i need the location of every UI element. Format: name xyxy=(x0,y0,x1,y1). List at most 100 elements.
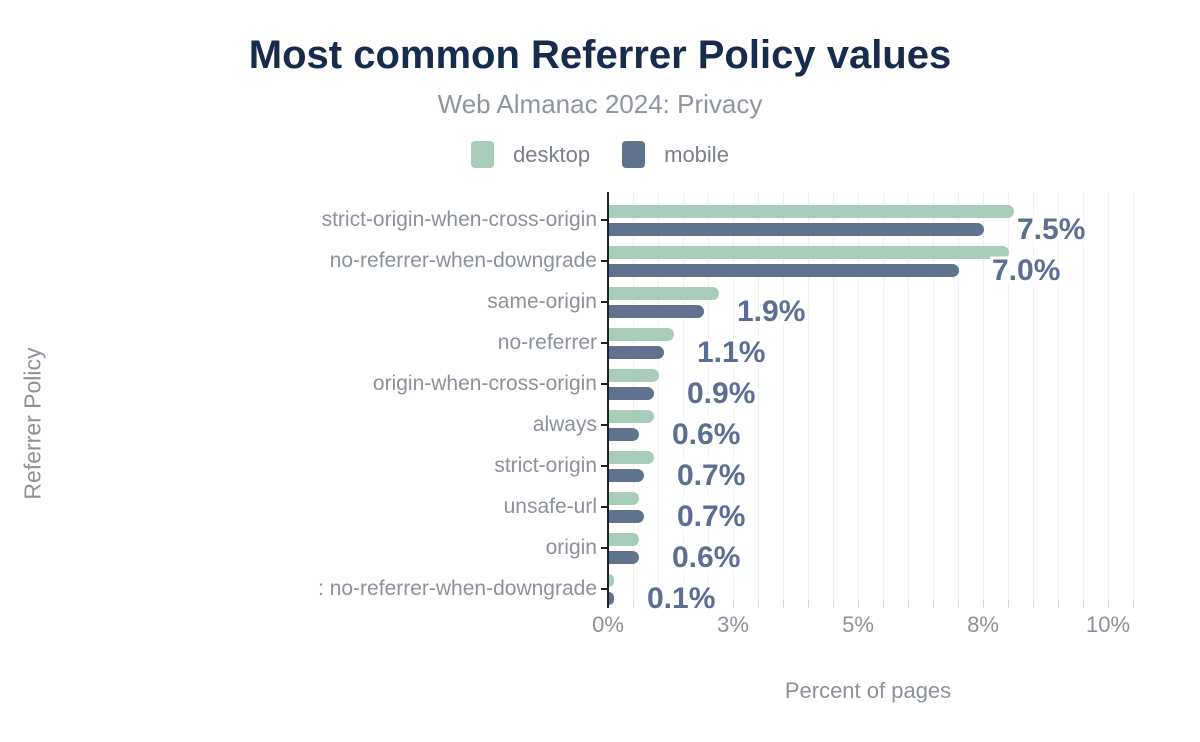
axis-tick xyxy=(683,600,684,607)
category-label: strict-origin-when-cross-origin xyxy=(321,208,597,231)
gridline xyxy=(983,192,984,608)
category-label: always xyxy=(532,413,597,436)
value-label: 7.0% xyxy=(992,254,1061,287)
desktop-bar xyxy=(609,328,674,341)
gridline xyxy=(1108,192,1109,608)
x-tick-label: 3% xyxy=(717,612,749,637)
category-label: origin-when-cross-origin xyxy=(372,372,597,395)
value-label: 0.6% xyxy=(672,418,741,451)
desktop-bar xyxy=(609,533,639,546)
legend-item-mobile: mobile xyxy=(622,141,729,168)
desktop-bar xyxy=(609,451,654,464)
category-axis-tick xyxy=(601,424,607,426)
y-axis-line xyxy=(607,192,609,608)
axis-tick xyxy=(1083,600,1084,607)
axis-tick xyxy=(633,600,634,607)
gridline xyxy=(783,192,784,608)
axis-tick xyxy=(1058,600,1059,607)
category-label: strict-origin xyxy=(494,454,597,477)
axis-tick xyxy=(758,600,759,607)
desktop-bar xyxy=(609,369,659,382)
gridline xyxy=(1133,192,1134,608)
axis-tick xyxy=(908,600,909,607)
axis-tick xyxy=(658,600,659,607)
mobile-swatch-icon xyxy=(622,141,646,168)
value-label: 7.5% xyxy=(1017,213,1086,246)
category-axis-tick xyxy=(601,219,607,221)
category-label: : no-referrer-when-downgrade xyxy=(318,577,597,600)
desktop-bar xyxy=(609,410,654,423)
category-axis-tick xyxy=(601,588,607,590)
axis-tick xyxy=(983,600,984,607)
mobile-bar xyxy=(609,346,664,359)
gridline xyxy=(808,192,809,608)
value-label: 0.1% xyxy=(647,582,716,615)
axis-tick xyxy=(1133,600,1134,607)
axis-tick xyxy=(1008,600,1009,607)
gridline xyxy=(1008,192,1009,608)
legend-label: mobile xyxy=(664,141,729,167)
gridline xyxy=(858,192,859,608)
gridline xyxy=(883,192,884,608)
mobile-bar xyxy=(609,551,639,564)
axis-tick xyxy=(883,600,884,607)
mobile-bar xyxy=(609,223,984,236)
mobile-bar xyxy=(609,428,639,441)
category-axis-tick xyxy=(601,383,607,385)
gridline xyxy=(758,192,759,608)
category-axis-tick xyxy=(601,342,607,344)
gridline xyxy=(733,192,734,608)
value-label: 0.6% xyxy=(672,541,741,574)
x-tick-label: 5% xyxy=(842,612,874,637)
gridline xyxy=(708,192,709,608)
category-axis-tick xyxy=(601,465,607,467)
chart-subtitle: Web Almanac 2024: Privacy xyxy=(437,89,763,119)
desktop-bar xyxy=(609,287,719,300)
axis-tick xyxy=(808,600,809,607)
y-axis-title: Referrer Policy xyxy=(19,347,46,500)
gridline xyxy=(958,192,959,608)
desktop-bar xyxy=(609,492,639,505)
mobile-bar xyxy=(609,387,654,400)
x-tick-label: 10% xyxy=(1085,612,1131,637)
category-label: same-origin xyxy=(487,290,597,313)
legend-label: desktop xyxy=(513,141,591,167)
mobile-bar xyxy=(609,305,704,318)
category-axis-tick xyxy=(601,301,607,303)
axis-tick xyxy=(733,600,734,607)
axis-tick xyxy=(958,600,959,607)
category-axis-tick xyxy=(601,547,607,549)
mobile-bar xyxy=(609,510,644,523)
axis-tick xyxy=(933,600,934,607)
mobile-bar xyxy=(609,264,959,277)
value-label: 1.9% xyxy=(737,295,806,328)
gridline xyxy=(833,192,834,608)
mobile-bar xyxy=(609,592,614,605)
gridline xyxy=(933,192,934,608)
gridline xyxy=(1058,192,1059,608)
category-label: no-referrer-when-downgrade xyxy=(329,249,597,272)
legend: desktop mobile xyxy=(0,141,1200,168)
category-label: unsafe-url xyxy=(503,495,597,518)
category-label: origin xyxy=(545,536,597,559)
category-axis-tick xyxy=(601,506,607,508)
category-label: no-referrer xyxy=(497,331,597,354)
gridline xyxy=(658,192,659,608)
x-axis-title: Percent of pages xyxy=(784,678,952,703)
mobile-bar xyxy=(609,469,644,482)
desktop-bar xyxy=(609,246,1009,259)
gridline xyxy=(633,192,634,608)
axis-tick xyxy=(1108,600,1109,607)
desktop-bar xyxy=(609,205,1014,218)
axis-tick xyxy=(1033,600,1034,607)
axis-tick xyxy=(783,600,784,607)
axis-tick xyxy=(858,600,859,607)
gridline xyxy=(908,192,909,608)
value-label: 1.1% xyxy=(697,336,766,369)
axis-tick xyxy=(708,600,709,607)
gridline xyxy=(1083,192,1084,608)
category-axis-tick xyxy=(601,260,607,262)
value-label: 0.7% xyxy=(677,500,746,533)
value-label: 0.9% xyxy=(687,377,756,410)
